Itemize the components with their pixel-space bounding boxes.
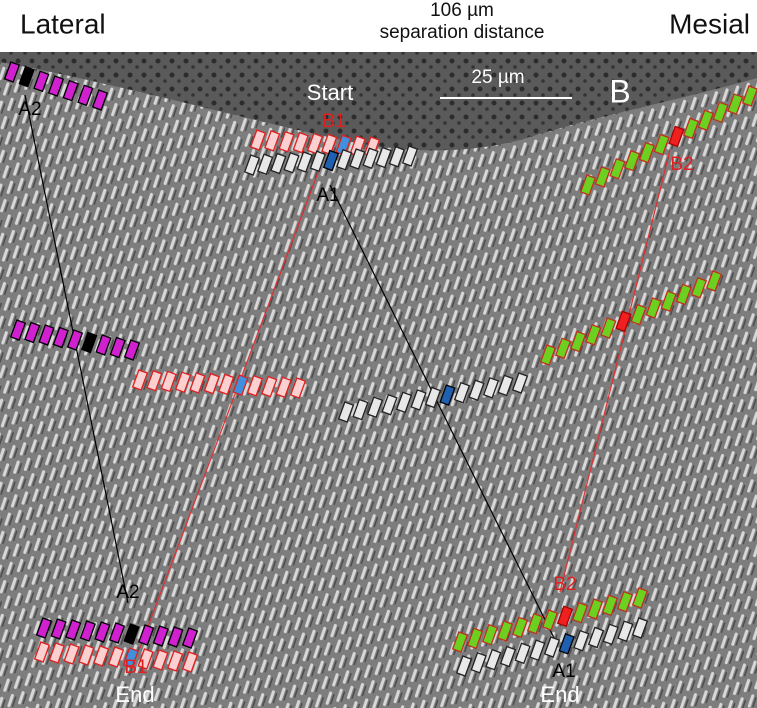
scale-label: 25 µm [471,67,524,88]
distance: 106 µm [430,0,494,21]
marker-label: B2 [670,154,693,175]
distance-caption: separation distance [380,22,545,43]
header-left: Lateral [20,8,106,39]
header-bg [0,0,757,52]
panel-letter: B [609,73,630,109]
marker-label: B1 [322,111,345,132]
marker-label: A1 [316,185,339,206]
start-label: Start [307,80,353,105]
marker-label: B2 [553,574,576,595]
end-label: End [540,682,579,707]
marker-label: A2 [18,99,41,120]
marker-label: A1 [552,661,575,682]
marker-label: B1 [124,657,147,678]
marker-label: A2 [116,582,139,603]
figure: Lateral 106 µm separation distance Mesia… [0,0,757,708]
header-right: Mesial [669,8,750,39]
end-label: End [115,682,154,707]
